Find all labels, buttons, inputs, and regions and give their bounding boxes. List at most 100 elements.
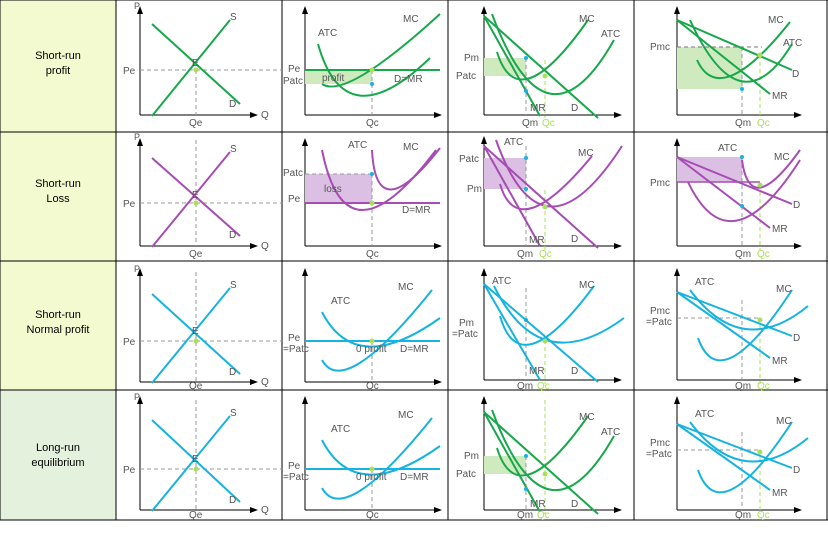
row-2-monopoly-patc-label: Patc (459, 154, 479, 165)
row-3-monopoly-mc-curve (499, 285, 595, 346)
row-2-monopoly-graph: ATC MC Patc Pm MR D Qm Qc (459, 136, 623, 260)
row-4-monopoly-qm-label: Qm (517, 510, 533, 521)
row-2-monopoly-demand-curve (483, 145, 599, 249)
row-1-monopoly-atc-label: ATC (601, 29, 620, 40)
row-1-monopoly-mr-curve (483, 15, 541, 117)
row-2-firm-atc-label: ATC (348, 140, 367, 151)
row-1-regulated-atc-label: ATC (783, 38, 802, 49)
row-1-regulated-qc-label: Qc (757, 118, 770, 129)
row-4-regulated-qc-label: Qc (757, 510, 770, 521)
row-2-firm-dmr-label: D=MR (402, 205, 431, 216)
row-2-firm-pe-label: Pe (288, 194, 301, 205)
row-3-firm-pe-label: Pe (288, 333, 301, 344)
row-4-monopoly-pm-label: Pm (464, 451, 479, 462)
row-3-firm-dmr-label: D=MR (400, 344, 429, 355)
row-3-regulated-pmc-label: Pmc (650, 306, 670, 317)
row-3-monopoly-pm-label: Pm (459, 318, 474, 329)
row-3-market-d-label: D (229, 367, 236, 378)
row-4-firm-mc-curve (321, 417, 433, 500)
row-label-4-line2: equilibrium (31, 457, 84, 469)
row-1-monopoly-qm-label: Qm (522, 118, 538, 129)
row-1-firm-profit-area (305, 70, 372, 84)
row-4-market-qe-label: Qe (189, 510, 203, 521)
row-2-regulated-mr-curve (676, 156, 771, 229)
row-1-regulated-qm-label: Qm (735, 118, 751, 129)
row-3-monopoly-graph: ATC MC Pm =Patc MR D Qm Qc (452, 268, 625, 392)
row-3-monopoly-demand-curve (483, 283, 599, 383)
row-1-firm-profit-label: profit (322, 73, 344, 84)
row-3-regulated-atc-curve (689, 289, 809, 331)
row-4-monopoly-mc-label: MC (579, 412, 595, 423)
row-2-market-demand-curve (151, 157, 241, 237)
row-label-2-line1: Short-run (35, 178, 81, 190)
row-2-monopoly-mr-label: MR (529, 235, 545, 246)
grid-lines (116, 0, 828, 521)
row-2-market-p-label: P (134, 132, 140, 142)
row-3-regulated-mr-curve (676, 291, 771, 359)
row-3-market-s-label: S (230, 280, 237, 291)
row-2-monopoly-qc-label: Qc (539, 249, 552, 260)
row-2-regulated-atc-curve (687, 159, 801, 223)
row-4-monopoly-mr-label: MR (530, 499, 546, 510)
row-3-normal-profit: P S D E Pe Qe Q ATC MC Pe =Patc 0 profit… (123, 264, 809, 392)
row-1-monopoly-pm-label: Pm (464, 53, 479, 64)
row-2-monopoly-mc-label: MC (578, 148, 594, 159)
row-3-monopoly-qm-label: Qm (517, 381, 533, 392)
row-3-firm-mc-label: MC (398, 282, 414, 293)
row-4-monopoly-atc-label: ATC (601, 427, 620, 438)
row-4-firm-pe-label: Pe (288, 461, 301, 472)
row-4-market-pe-label: Pe (123, 465, 136, 476)
row-2-market-graph: P S D E Pe Qe Q (123, 132, 282, 260)
row-3-monopoly-qc-label: Qc (537, 381, 550, 392)
row-4-market-graph: P S D E Pe Qe Q (123, 392, 282, 521)
row-3-market-demand-curve (151, 293, 241, 375)
row-2-firm-loss-label: loss (324, 184, 342, 195)
row-3-regulated-d-label: D (793, 333, 800, 344)
row-label-cell-2 (0, 131, 117, 262)
row-3-market-q-label: Q (261, 377, 269, 388)
row-1-monopoly-mc-label: MC (579, 14, 595, 25)
row-4-regulated-qm-label: Qm (735, 510, 751, 521)
row-1-profit: P S D E Pe Qe Q ATC MC Pe Patc profit (123, 1, 802, 129)
row-4-monopoly-patc-label: Patc (456, 469, 476, 480)
row-1-firm-mc-curve (321, 13, 441, 88)
row-2-market-supply-curve (151, 151, 231, 248)
row-4-monopoly-qc-label: Qc (537, 510, 550, 521)
row-3-monopoly-atc-curve (493, 285, 625, 344)
row-1-regulated-profit-area (677, 47, 742, 89)
row-1-market-s-label: S (230, 12, 237, 23)
row-3-firm-atc-label: ATC (331, 296, 350, 307)
row-1-monopoly-demand-curve (483, 15, 599, 119)
row-1-market-q-label: Q (261, 110, 269, 121)
row-2-monopoly-pm-label: Pm (467, 184, 482, 195)
row-label-cell-3 (0, 260, 117, 391)
row-1-firm-qc-label: Qc (366, 118, 379, 129)
row-1-regulated-mc-curve (696, 21, 791, 80)
row-label-cell-4 (0, 389, 117, 521)
row-label-2-line2: Loss (46, 193, 70, 205)
row-2-firm-loss-area (305, 174, 372, 203)
row-4-monopoly-d-label: D (571, 499, 578, 510)
row-4-firm-dmr-label: D=MR (400, 472, 429, 483)
row-label-cell-1 (0, 0, 117, 133)
row-2-market-qe-label: Qe (189, 249, 203, 260)
row-3-regulated-mr-label: MR (772, 356, 788, 367)
row-1-monopoly-qc-label: Qc (542, 118, 555, 129)
row-1-firm-graph: ATC MC Pe Patc profit D=MR Qc (283, 6, 442, 129)
row-2-monopoly-atc-label: ATC (504, 137, 523, 148)
row-3-regulated-qc-label: Qc (757, 381, 770, 392)
row-2-regulated-atc-label: ATC (718, 143, 737, 154)
row-4-regulated-graph: ATC MC Pmc =Patc D MR Qm Qc (646, 396, 809, 521)
row-4-monopoly-atc-curve (491, 409, 615, 492)
row-2-monopoly-d-label: D (571, 234, 578, 245)
row-4-firm-atc-curve (321, 439, 441, 476)
row-1-market-d-label: D (229, 99, 236, 110)
row-label-1-line1: Short-run (35, 50, 81, 62)
row-4-market-p-label: P (134, 392, 140, 402)
row-2-firm-qc-label: Qc (366, 249, 379, 260)
row-1-firm-atc-label: ATC (318, 28, 337, 39)
row-2-firm-graph: ATC MC Patc Pe loss D=MR Qc (283, 138, 442, 260)
row-4-firm-patc-label: =Patc (283, 472, 309, 483)
row-4-regulated-atc-label: ATC (695, 409, 714, 420)
